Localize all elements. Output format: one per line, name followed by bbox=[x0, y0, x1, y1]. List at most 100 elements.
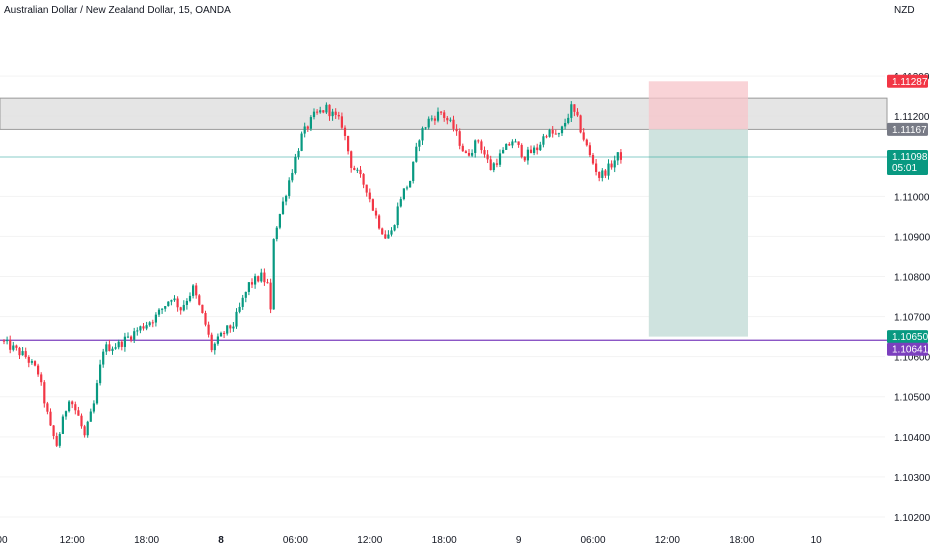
candle-body bbox=[161, 308, 164, 310]
candle-body bbox=[343, 127, 347, 136]
candle-body bbox=[182, 304, 185, 311]
price-axis[interactable]: 1.113001.112001.110001.109001.108001.107… bbox=[894, 72, 931, 524]
candle-body bbox=[201, 304, 204, 313]
candle-body bbox=[288, 180, 291, 196]
candle-body bbox=[226, 325, 229, 334]
candle-body bbox=[151, 322, 154, 324]
candle-body bbox=[405, 187, 409, 189]
candle-body bbox=[216, 336, 219, 344]
candle-body bbox=[254, 276, 257, 285]
time-tick-label: 12:00 bbox=[357, 535, 382, 546]
candle-body bbox=[598, 171, 601, 178]
candle-body bbox=[24, 351, 27, 357]
candle-body bbox=[58, 433, 61, 446]
candle-body bbox=[95, 383, 99, 404]
candle-body bbox=[337, 114, 340, 117]
candle-body bbox=[616, 152, 619, 161]
time-axis[interactable]: 6:00 12:00 18:00 8 06:00 12:00 18:00 9 06:00 12:0… bbox=[0, 535, 822, 546]
candle-body bbox=[557, 133, 560, 135]
candle-body bbox=[64, 411, 68, 417]
candle-body bbox=[421, 128, 424, 141]
candle-body bbox=[126, 336, 130, 338]
candle-body bbox=[486, 154, 489, 160]
price-tick-label: 1.10800 bbox=[894, 273, 931, 284]
candle-body bbox=[440, 111, 443, 113]
candle-body bbox=[192, 285, 195, 296]
candle-body bbox=[15, 345, 18, 348]
candle-body bbox=[502, 149, 505, 154]
time-tick-label: 06:00 bbox=[580, 535, 605, 546]
support-tag-bg bbox=[887, 342, 928, 356]
candle-body bbox=[570, 104, 573, 118]
currency-label: NZD bbox=[894, 5, 915, 16]
candle-body bbox=[474, 140, 477, 153]
candle-body bbox=[567, 117, 570, 124]
candle-body bbox=[495, 163, 498, 165]
candle-body bbox=[185, 300, 188, 305]
candle-body bbox=[446, 117, 449, 121]
candle-body bbox=[164, 306, 167, 309]
candle-body bbox=[80, 415, 83, 427]
price-tick-label: 1.10400 bbox=[894, 433, 931, 444]
candle-body bbox=[477, 140, 480, 142]
candle-body bbox=[449, 119, 452, 121]
candle-body bbox=[362, 174, 365, 185]
candle-body bbox=[523, 156, 526, 161]
zone-tag-label: 1.11167 bbox=[892, 125, 927, 136]
candle-body bbox=[489, 159, 492, 171]
candle-body bbox=[591, 155, 595, 164]
candle-body bbox=[517, 141, 520, 145]
price-tick-label: 1.10300 bbox=[894, 473, 931, 484]
candle-body bbox=[188, 295, 192, 301]
candle-body bbox=[285, 195, 288, 202]
candle-body bbox=[433, 118, 436, 121]
target-tag-bg bbox=[887, 330, 928, 344]
candle-body bbox=[312, 111, 316, 118]
candle-body bbox=[529, 149, 533, 154]
candle-body bbox=[492, 163, 495, 171]
candle-body bbox=[576, 111, 579, 116]
candle-body bbox=[480, 141, 483, 151]
price-tick-label: 1.10200 bbox=[894, 513, 931, 524]
candle-body bbox=[350, 151, 353, 168]
candle-body bbox=[585, 139, 588, 146]
candle-body bbox=[551, 129, 554, 134]
candle-body bbox=[49, 411, 52, 426]
price-tick-label: 1.10700 bbox=[894, 313, 931, 324]
candle-body bbox=[409, 181, 412, 188]
candle-body bbox=[331, 111, 334, 117]
time-tick-label: 6:00 bbox=[0, 535, 8, 546]
candle-body bbox=[588, 145, 591, 156]
target-tag-label: 1.10650 bbox=[892, 332, 929, 343]
candle-body bbox=[316, 111, 319, 113]
candle-body bbox=[167, 301, 170, 307]
candle-body bbox=[18, 347, 21, 356]
stop-tag-bg bbox=[887, 74, 928, 88]
candle-body bbox=[260, 272, 263, 282]
candle-body bbox=[223, 332, 226, 334]
candle-body bbox=[610, 163, 613, 168]
candle-body bbox=[601, 170, 604, 178]
candle-body bbox=[92, 403, 95, 412]
candle-body bbox=[471, 152, 474, 156]
candle-body bbox=[595, 163, 598, 172]
candle-body bbox=[89, 411, 92, 422]
candle-body bbox=[61, 416, 64, 434]
candle-body bbox=[77, 410, 80, 416]
candle-body bbox=[393, 225, 396, 231]
candle-body bbox=[40, 374, 43, 383]
candle-body bbox=[114, 347, 117, 349]
candle-body bbox=[526, 149, 529, 161]
stop-loss-box[interactable] bbox=[648, 81, 748, 130]
candle-body bbox=[27, 356, 30, 363]
candle-body bbox=[86, 421, 89, 436]
take-profit-box[interactable] bbox=[648, 129, 748, 337]
candle-body bbox=[281, 201, 285, 215]
candle-body bbox=[356, 169, 359, 171]
candle-body bbox=[105, 344, 108, 352]
candle-body bbox=[207, 324, 210, 335]
candle-body bbox=[353, 167, 356, 171]
price-tick-label: 1.11200 bbox=[894, 112, 930, 123]
